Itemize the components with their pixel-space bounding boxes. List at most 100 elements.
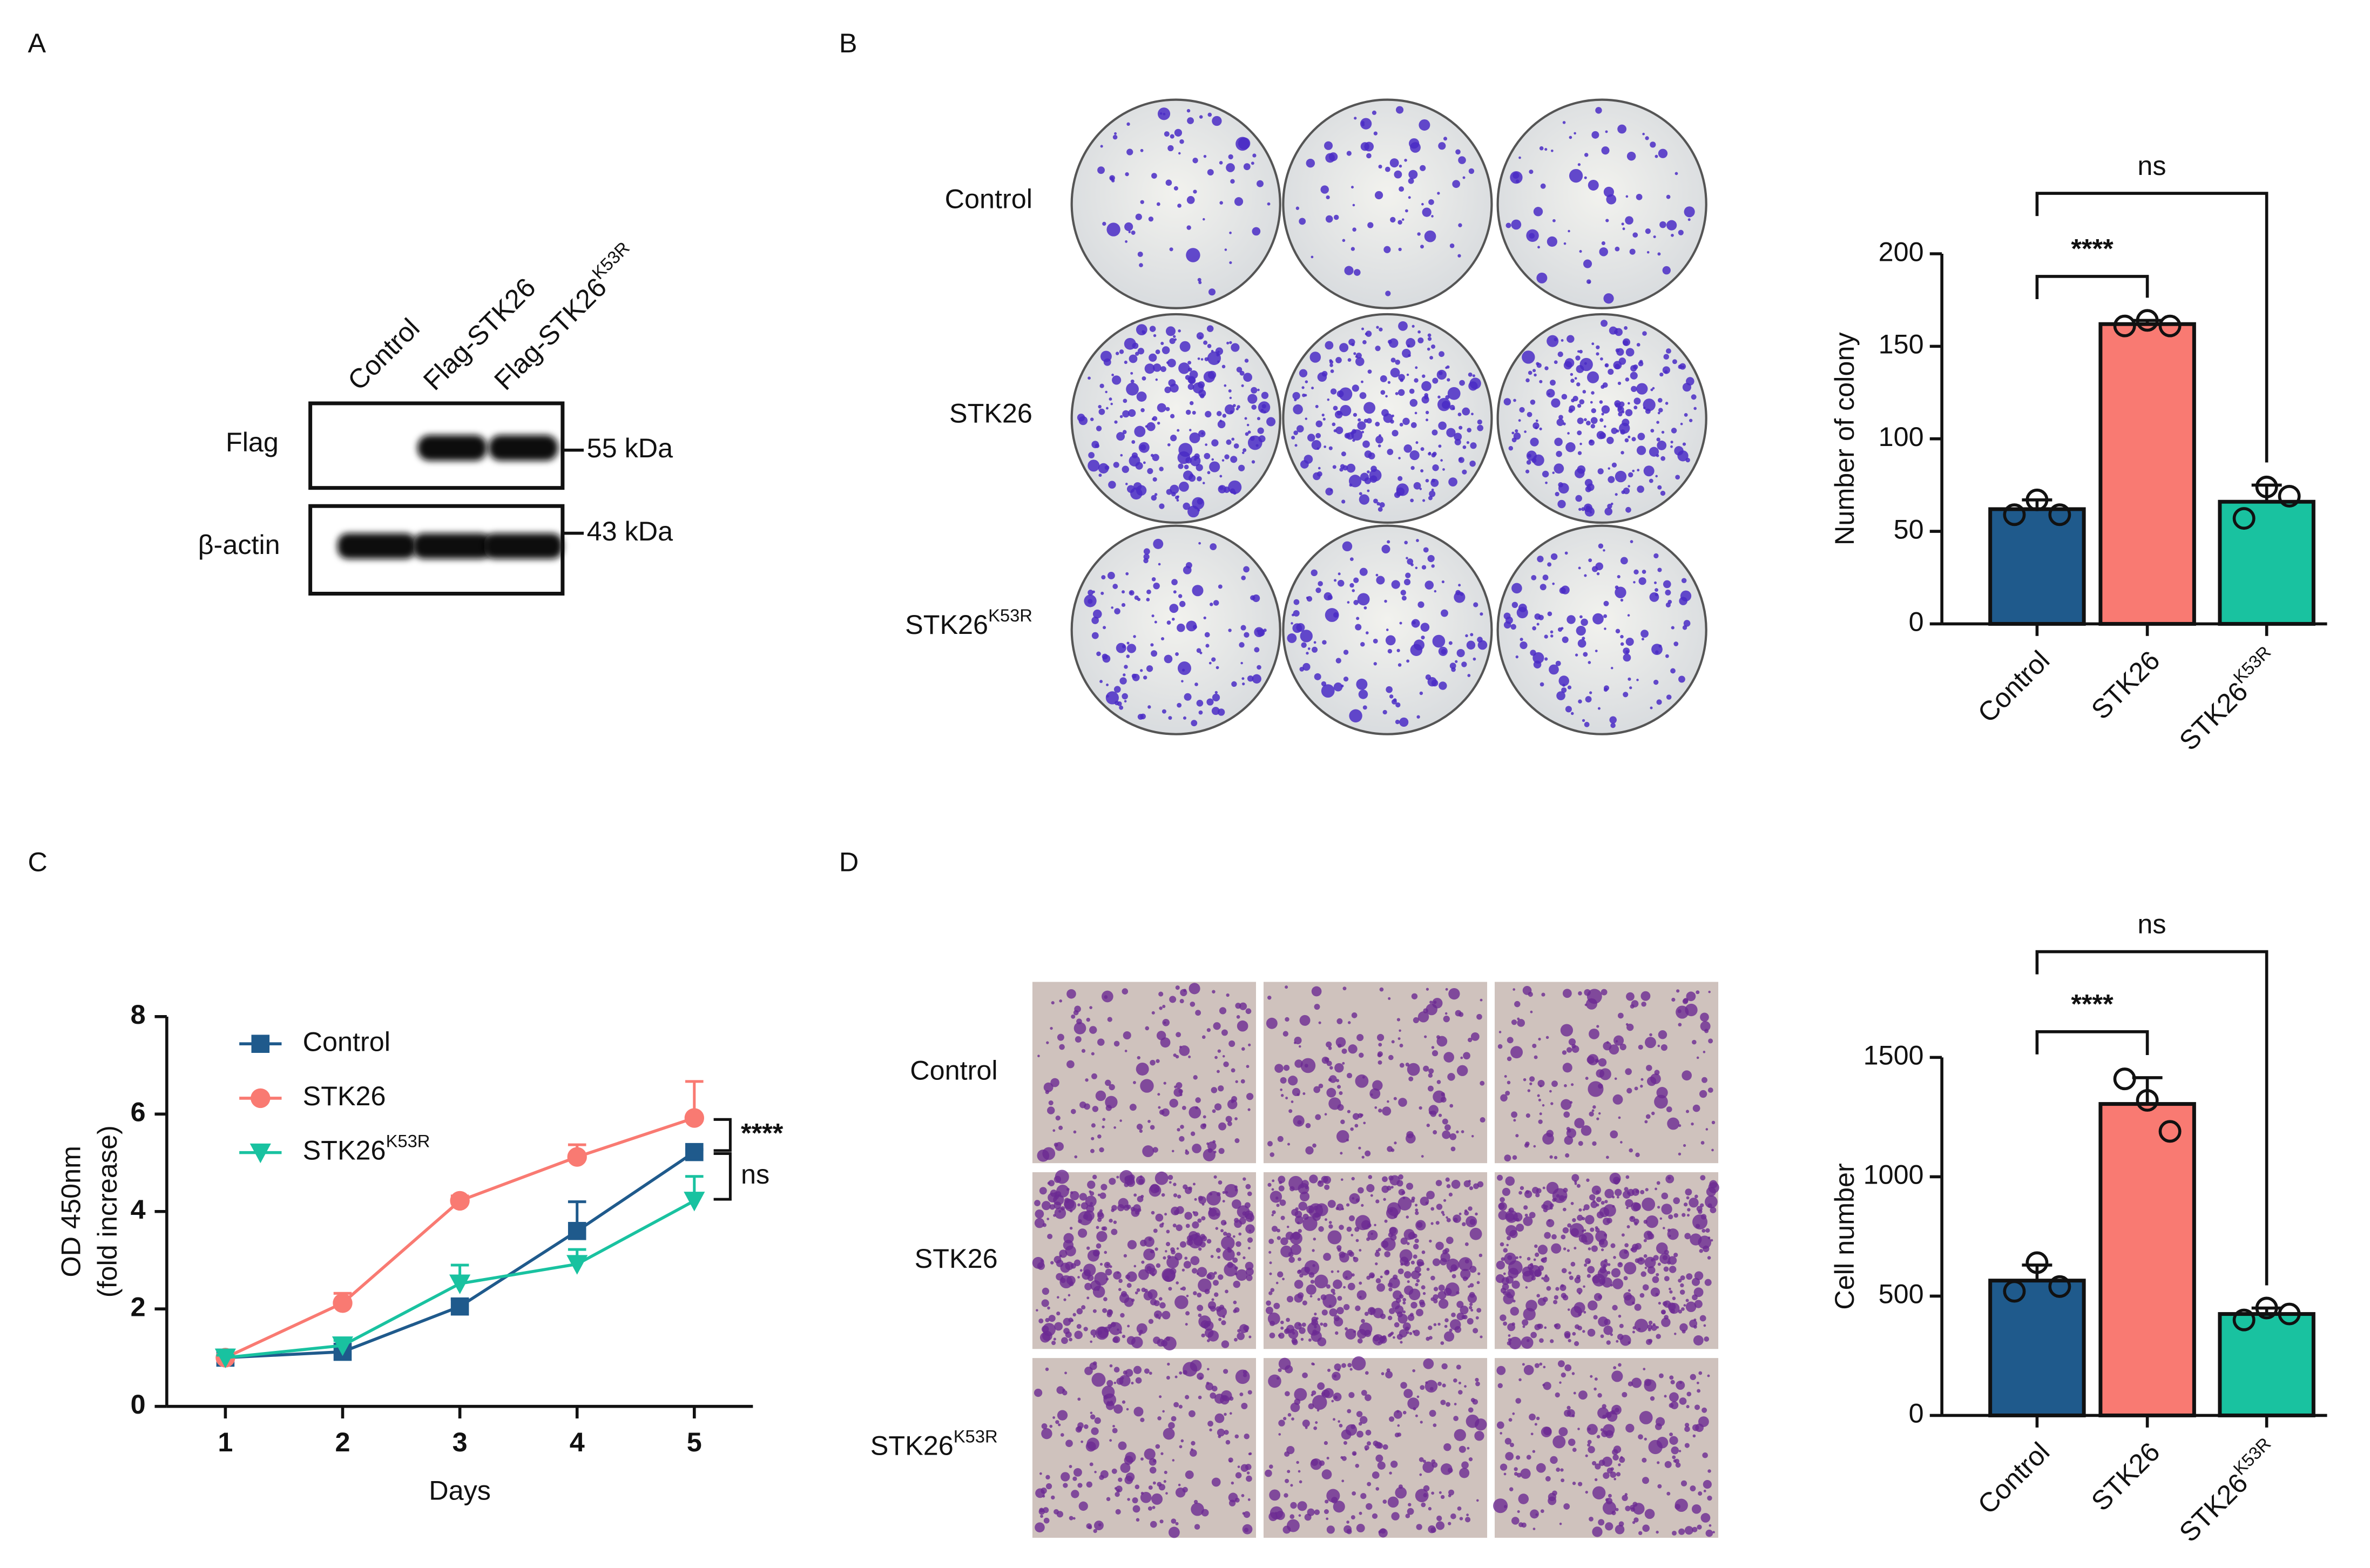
colony xyxy=(1143,553,1150,560)
cell xyxy=(1625,1199,1633,1207)
cell xyxy=(1105,1278,1109,1281)
band xyxy=(337,533,416,559)
cell xyxy=(1092,1361,1097,1366)
colony xyxy=(1540,682,1544,687)
cell xyxy=(1343,1286,1346,1289)
colony xyxy=(1313,641,1316,644)
colony xyxy=(1405,572,1411,578)
cell xyxy=(1707,1374,1710,1377)
cell xyxy=(1523,1364,1534,1375)
cell xyxy=(1657,1484,1662,1489)
cell xyxy=(1225,1116,1232,1123)
colony xyxy=(1675,475,1680,480)
cell xyxy=(1326,1087,1336,1098)
cell xyxy=(1480,998,1483,1002)
cell xyxy=(1529,1212,1536,1219)
cell xyxy=(1302,1092,1306,1096)
cell xyxy=(1045,1317,1050,1322)
cell xyxy=(1399,1294,1404,1299)
cell xyxy=(1686,1391,1692,1397)
colony xyxy=(1159,503,1165,509)
cell xyxy=(1402,1310,1406,1314)
cell xyxy=(1592,1526,1603,1537)
cell xyxy=(1659,1373,1664,1378)
colony xyxy=(1430,478,1439,487)
cell xyxy=(1577,1326,1582,1331)
cell xyxy=(1578,1141,1583,1146)
cell xyxy=(1682,1329,1686,1334)
colony xyxy=(1131,231,1136,235)
cell xyxy=(1360,1113,1363,1117)
colony xyxy=(1569,136,1572,139)
colony xyxy=(1221,459,1225,462)
colony xyxy=(1684,413,1688,417)
colony xyxy=(1417,601,1424,608)
cell xyxy=(1550,1456,1558,1464)
cell xyxy=(1295,1215,1304,1225)
cell xyxy=(1500,1432,1503,1435)
cell xyxy=(1562,1294,1569,1301)
cell xyxy=(1302,1372,1308,1378)
cell xyxy=(1511,1517,1520,1525)
colony xyxy=(1388,338,1399,348)
colony xyxy=(1387,449,1394,455)
cell xyxy=(1239,1392,1244,1396)
cell xyxy=(1347,1363,1352,1368)
cell xyxy=(1433,1323,1437,1327)
cell xyxy=(1368,1272,1375,1279)
cell xyxy=(1587,1266,1595,1274)
colony xyxy=(1625,506,1631,513)
colony xyxy=(1181,680,1184,682)
cell xyxy=(1634,1319,1649,1333)
cell xyxy=(1061,1337,1068,1344)
colony xyxy=(1645,228,1651,234)
cell xyxy=(1541,992,1545,997)
cell xyxy=(1335,1207,1339,1211)
cell xyxy=(1613,1366,1617,1370)
colony xyxy=(1375,435,1383,444)
cell xyxy=(1109,1178,1116,1185)
cell xyxy=(1299,1480,1302,1484)
cell xyxy=(1451,1274,1456,1279)
colony xyxy=(1142,376,1146,381)
colony xyxy=(1352,204,1355,207)
cell xyxy=(1475,1212,1478,1216)
colony xyxy=(1144,363,1155,374)
colony xyxy=(1472,374,1475,377)
cell xyxy=(1243,1256,1246,1260)
cell xyxy=(1511,1322,1515,1326)
colony xyxy=(1622,338,1631,346)
cell xyxy=(1542,1133,1554,1145)
cell xyxy=(1345,1328,1356,1340)
cell xyxy=(1582,1208,1585,1211)
cell xyxy=(1631,1246,1637,1253)
colony xyxy=(1333,405,1338,411)
cell xyxy=(1638,1044,1643,1050)
cell xyxy=(1394,1432,1400,1438)
cell xyxy=(1686,1196,1690,1200)
colony xyxy=(1625,377,1630,382)
colony xyxy=(1473,602,1478,607)
colony xyxy=(1600,357,1603,361)
cell xyxy=(1574,1182,1577,1185)
cell xyxy=(1299,1191,1310,1202)
cell xyxy=(1107,1017,1112,1022)
colony xyxy=(1627,614,1630,617)
colony xyxy=(1415,441,1419,444)
colony xyxy=(1353,413,1358,417)
cell xyxy=(1133,1366,1142,1374)
cell xyxy=(1125,1369,1133,1377)
colony xyxy=(1291,622,1293,625)
cell xyxy=(1658,1030,1667,1039)
cell xyxy=(1421,1250,1426,1254)
cell xyxy=(1178,1089,1183,1094)
cell xyxy=(1445,1177,1450,1182)
cell xyxy=(1654,1094,1668,1109)
colony xyxy=(1439,371,1443,375)
cell xyxy=(1574,1247,1577,1250)
cell xyxy=(1519,1255,1522,1259)
colony xyxy=(1518,156,1521,159)
cell xyxy=(1437,1290,1447,1300)
colony xyxy=(1630,540,1633,544)
cell xyxy=(1590,1201,1598,1208)
